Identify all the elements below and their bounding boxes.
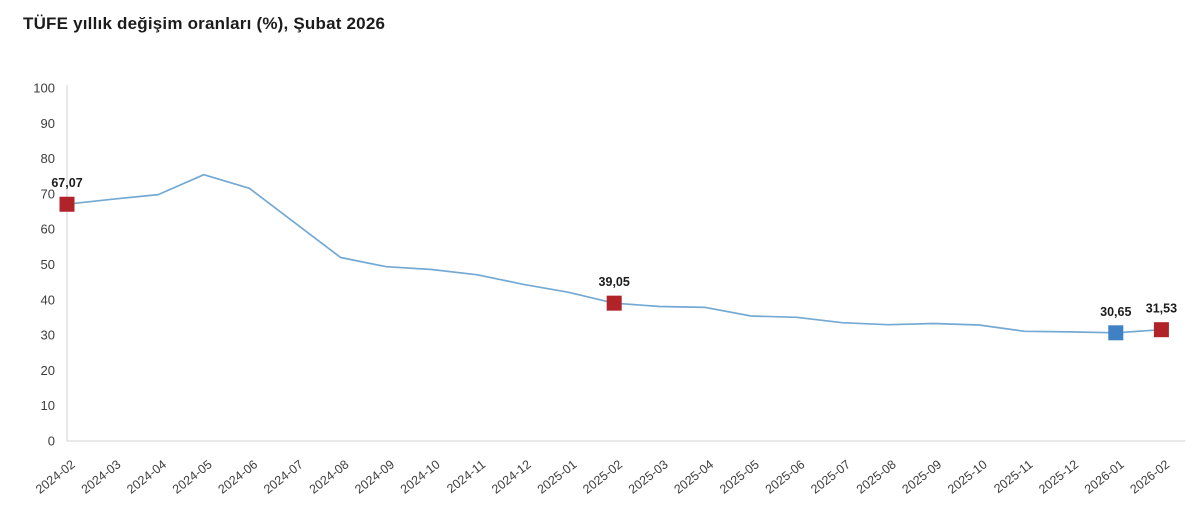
x-axis-tick-label: 2026-02	[1127, 457, 1172, 496]
y-axis-tick-label: 100	[33, 81, 55, 96]
x-axis-tick-label: 2024-12	[489, 457, 534, 496]
x-axis-tick-label: 2024-06	[215, 457, 260, 496]
x-axis-tick-label: 2024-04	[124, 457, 169, 496]
data-point-marker-2025-02[interactable]	[606, 295, 622, 311]
x-axis-tick-label: 2025-02	[580, 457, 625, 496]
x-axis-tick-label: 2025-12	[1036, 457, 1081, 496]
x-axis-tick-label: 2024-07	[261, 457, 306, 496]
data-point-label-2026-01: 30,65	[1100, 305, 1131, 319]
x-axis-tick-label: 2025-06	[763, 457, 808, 496]
y-axis-tick-label: 0	[48, 434, 55, 449]
chart-title: TÜFE yıllık değişim oranları (%), Şubat …	[23, 14, 386, 33]
y-axis-tick-label: 20	[41, 363, 55, 378]
x-axis-tick-label: 2025-04	[671, 457, 716, 496]
x-axis-tick-label: 2024-08	[307, 457, 352, 496]
data-point-label-2026-02: 31,53	[1146, 302, 1177, 316]
x-axis-tick-label: 2024-09	[352, 457, 397, 496]
data-point-label-2024-02: 67,07	[51, 176, 82, 190]
y-axis-tick-label: 30	[41, 328, 55, 343]
y-axis-tick-label: 50	[41, 257, 55, 272]
x-axis-tick-label: 2025-07	[808, 457, 853, 496]
x-axis-tick-label: 2025-08	[854, 457, 899, 496]
x-axis-tick-label: 2026-01	[1082, 457, 1127, 496]
data-point-marker-2024-02[interactable]	[59, 196, 75, 212]
x-axis-tick-label: 2025-10	[945, 457, 990, 496]
x-axis-tick-label: 2024-05	[170, 457, 215, 496]
x-axis-tick-label: 2025-11	[991, 457, 1035, 496]
y-axis-tick-label: 90	[41, 116, 55, 131]
y-axis-tick-label: 40	[41, 292, 55, 307]
x-axis-tick-label: 2024-11	[444, 457, 488, 496]
x-axis-tick-label: 2025-03	[626, 457, 671, 496]
y-axis-tick-label: 70	[41, 186, 55, 201]
y-axis-tick-label: 10	[41, 398, 55, 413]
x-axis-tick-label: 2025-09	[899, 457, 944, 496]
x-axis-tick-label: 2025-05	[717, 457, 762, 496]
data-point-label-2025-02: 39,05	[599, 275, 630, 289]
data-point-marker-2026-02[interactable]	[1153, 322, 1169, 338]
y-axis-tick-label: 60	[41, 222, 55, 237]
data-point-marker-2026-01[interactable]	[1108, 325, 1124, 341]
x-axis-tick-label: 2025-01	[535, 457, 580, 496]
x-axis-tick-label: 2024-02	[33, 457, 78, 496]
y-axis-tick-label: 80	[41, 151, 55, 166]
x-axis-tick-label: 2024-03	[79, 457, 124, 496]
x-axis-tick-label: 2024-10	[398, 457, 443, 496]
